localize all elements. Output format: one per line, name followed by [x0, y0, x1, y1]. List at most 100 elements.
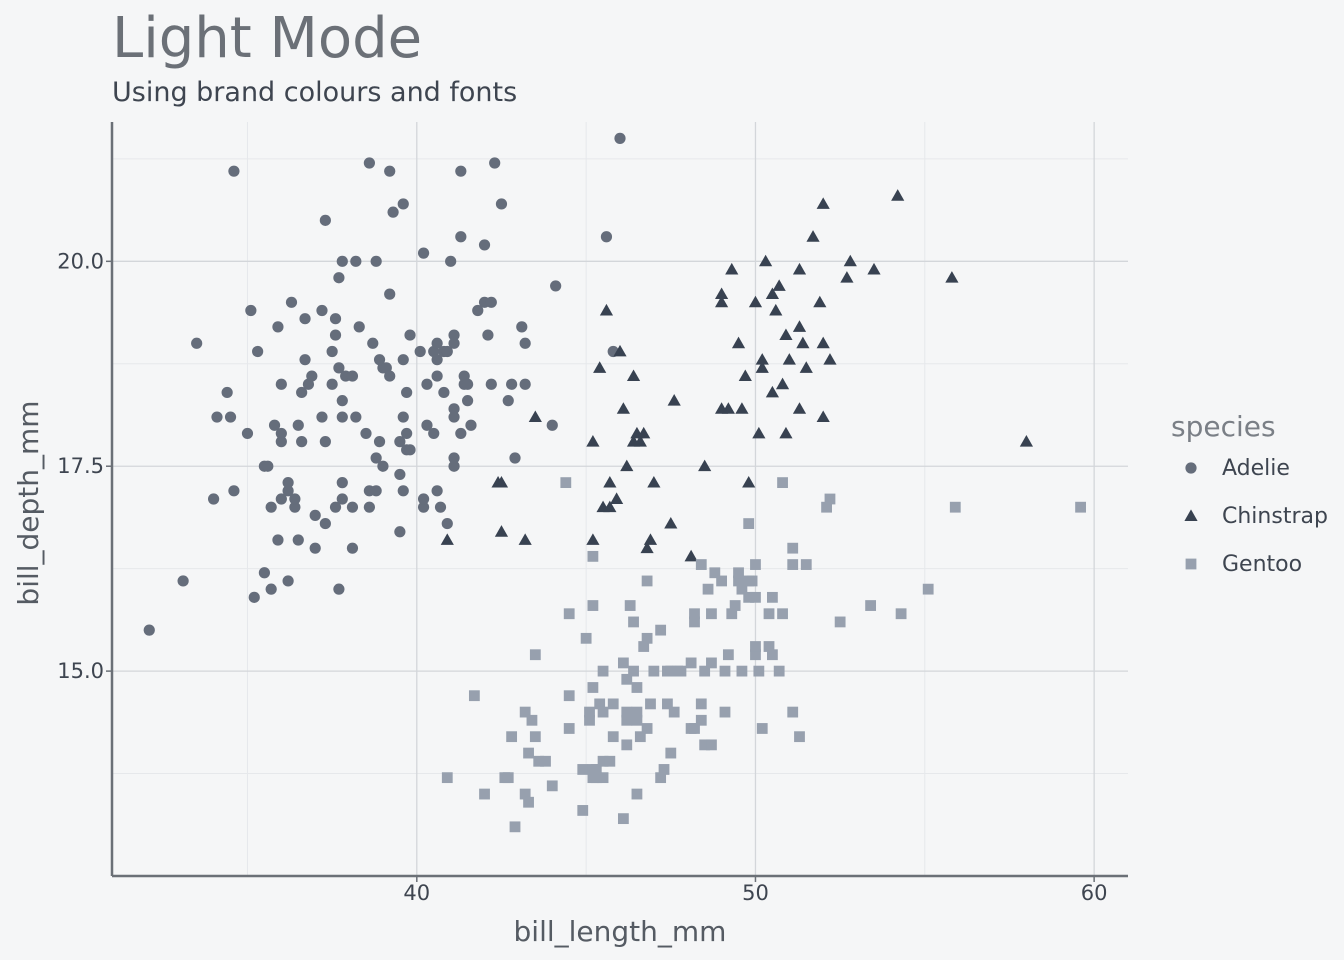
gentoo-point	[709, 567, 721, 579]
adelie-point	[336, 411, 348, 423]
gentoo-point	[750, 641, 761, 652]
gentoo-point	[733, 575, 744, 587]
chinstrap-point	[755, 353, 769, 365]
adelie-point	[329, 329, 342, 341]
adelie-point	[373, 436, 386, 448]
adelie-point	[353, 321, 365, 333]
gentoo-point	[621, 673, 633, 685]
chinstrap-point	[867, 262, 881, 275]
gentoo-point	[722, 649, 734, 661]
gentoo-point	[631, 714, 643, 726]
adelie-point	[462, 395, 474, 407]
gentoo-point	[604, 755, 616, 767]
adelie-point	[360, 427, 372, 440]
gentoo-point	[563, 608, 575, 620]
adelie-point	[448, 337, 460, 349]
chinstrap-point	[891, 189, 905, 201]
gentoo-point	[597, 706, 609, 718]
gentoo-point	[624, 600, 636, 611]
chinstrap-point	[593, 361, 607, 373]
gentoo-point	[655, 624, 667, 636]
adelie-point	[228, 485, 240, 497]
gentoo-point	[529, 649, 541, 661]
adelie-point	[397, 198, 409, 210]
adelie-point	[485, 296, 497, 308]
adelie-point	[445, 255, 457, 267]
gentoo-point	[763, 608, 775, 620]
gentoo-point	[750, 591, 761, 603]
gentoo-point	[546, 780, 558, 792]
chinstrap-point	[647, 476, 661, 488]
adelie-point	[252, 345, 264, 358]
adelie-point	[448, 460, 460, 472]
adelie-point	[421, 378, 433, 390]
gentoo-point	[733, 567, 744, 579]
adelie-point	[258, 567, 270, 579]
gentoo-point	[773, 665, 785, 677]
gentoo-point	[746, 575, 758, 587]
adelie-point	[285, 296, 298, 308]
gentoo-point	[641, 575, 653, 587]
gentoo-point	[621, 714, 633, 726]
gentoo-point	[668, 706, 680, 718]
adelie-point	[289, 501, 301, 513]
adelie-point	[384, 370, 396, 382]
adelie-point	[336, 395, 348, 407]
chinstrap-point	[945, 271, 959, 283]
y-tick-label: 17.5	[57, 454, 104, 478]
chinstrap-point	[799, 361, 813, 373]
gentoo-point	[665, 665, 677, 677]
legend-marker-adelie	[1185, 462, 1197, 474]
legend-label: Gentoo	[1222, 552, 1302, 577]
gentoo-point	[729, 600, 741, 611]
adelie-point	[377, 460, 389, 472]
chinstrap-point	[698, 459, 712, 472]
adelie-point	[272, 534, 284, 546]
gentoo-point	[641, 723, 653, 734]
adelie-point	[394, 436, 406, 448]
chinstrap-point	[715, 295, 729, 308]
gentoo-point	[767, 649, 778, 661]
adelie-point	[404, 329, 416, 341]
gentoo-point	[750, 649, 761, 661]
adelie-point	[397, 354, 409, 366]
adelie-point	[292, 534, 304, 546]
chinstrap-point	[1019, 435, 1033, 447]
adelie-point	[296, 386, 308, 399]
chinstrap-point	[792, 402, 807, 414]
chinstrap-point	[843, 254, 857, 267]
gentoo-point	[699, 739, 711, 751]
chinstrap-point	[772, 279, 786, 291]
adelie-point	[336, 255, 348, 267]
gentoo-point	[594, 698, 606, 710]
adelie-point	[177, 575, 189, 587]
gentoo-point	[617, 657, 629, 669]
grid	[112, 122, 1128, 876]
legend-item-gentoo: Gentoo	[1185, 552, 1302, 577]
gentoo-point	[590, 764, 602, 775]
x-tick-label: 60	[1081, 881, 1108, 905]
chinstrap-point	[816, 410, 830, 422]
gentoo-point	[777, 477, 788, 489]
gentoo-point	[533, 755, 545, 767]
gentoo-point	[577, 764, 589, 775]
chinstrap-point	[664, 516, 678, 529]
chinstrap-point	[748, 295, 763, 308]
adelie-point	[329, 313, 342, 325]
chinstrap-point	[779, 328, 793, 341]
gentoo-point	[638, 641, 650, 652]
adelie-point	[248, 591, 260, 603]
adelie-point	[326, 345, 338, 358]
chinstrap-point	[735, 402, 749, 414]
gentoo-point	[726, 608, 738, 620]
adelie-point	[431, 370, 443, 382]
series-chinstrap	[440, 189, 1033, 562]
adelie-point	[485, 378, 497, 390]
gentoo-point	[587, 600, 599, 611]
chinstrap-point	[731, 336, 746, 349]
adelie-point	[336, 477, 348, 489]
adelie-point	[299, 313, 311, 325]
chart-subtitle: Using brand colours and fonts	[112, 77, 517, 108]
chinstrap-point	[528, 410, 542, 422]
adelie-point	[478, 239, 491, 251]
